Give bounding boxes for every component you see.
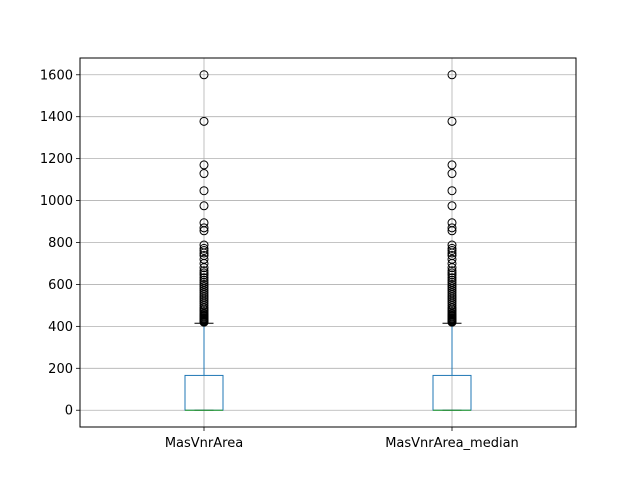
- outlier-point: [447, 277, 457, 287]
- outlier-point: [447, 268, 457, 278]
- box-group: [432, 70, 472, 411]
- x-tick-label: MasVnrArea_median: [385, 436, 519, 451]
- outlier-point: [199, 270, 209, 280]
- outlier-point: [199, 243, 209, 253]
- box-group: [184, 70, 224, 411]
- y-tick-label: 400: [48, 320, 73, 335]
- outlier-point: [199, 186, 209, 196]
- outlier-point: [447, 254, 457, 264]
- outlier-point: [447, 279, 457, 289]
- outlier-point: [199, 275, 209, 285]
- outlier-point: [447, 245, 457, 255]
- outlier-point: [199, 245, 209, 255]
- outlier-point: [199, 279, 209, 289]
- x-axis-ticks: MasVnrArea MasVnrArea_median: [165, 427, 519, 451]
- outlier-point: [199, 282, 209, 292]
- outlier-point: [199, 160, 209, 170]
- x-tick-label: MasVnrArea: [165, 436, 243, 451]
- outlier-point: [199, 201, 209, 211]
- outlier-point: [447, 273, 457, 283]
- outlier-point: [199, 240, 209, 250]
- outlier-point: [447, 266, 457, 276]
- plot-frame: [79, 57, 577, 428]
- boxes: [184, 70, 472, 411]
- outlier-point: [199, 266, 209, 276]
- y-tick-label: 600: [48, 278, 73, 293]
- outlier-point: [199, 268, 209, 278]
- outlier-point: [199, 169, 209, 179]
- outlier-point: [447, 160, 457, 170]
- outlier-point: [447, 243, 457, 253]
- outlier-point: [199, 70, 209, 80]
- outlier-point: [447, 218, 457, 228]
- outlier-point: [447, 116, 457, 126]
- y-tick-label: 200: [48, 362, 73, 377]
- outlier-point: [447, 70, 457, 80]
- outlier-point: [199, 277, 209, 287]
- outlier-point: [447, 169, 457, 179]
- y-tick-label: 800: [48, 236, 73, 251]
- outlier-point: [447, 250, 457, 260]
- outlier-point: [447, 240, 457, 250]
- outlier-point: [199, 116, 209, 126]
- y-tick-label: 0: [65, 404, 73, 419]
- outlier-point: [447, 270, 457, 280]
- outlier-point: [199, 273, 209, 283]
- y-tick-label: 1200: [40, 152, 73, 167]
- outlier-point: [199, 223, 209, 233]
- y-tick-label: 1400: [40, 110, 73, 125]
- outlier-point: [447, 275, 457, 285]
- y-axis-ticks: 0 200 400 600 800 1000 1200 1400 1600: [40, 68, 80, 419]
- y-tick-label: 1000: [40, 194, 73, 209]
- outlier-point: [199, 218, 209, 228]
- outlier-point: [199, 254, 209, 264]
- y-tick-label: 1600: [40, 68, 73, 83]
- outlier-point: [199, 250, 209, 260]
- outlier-point: [447, 282, 457, 292]
- outlier-point: [447, 201, 457, 211]
- outlier-point: [447, 186, 457, 196]
- outlier-point: [447, 223, 457, 233]
